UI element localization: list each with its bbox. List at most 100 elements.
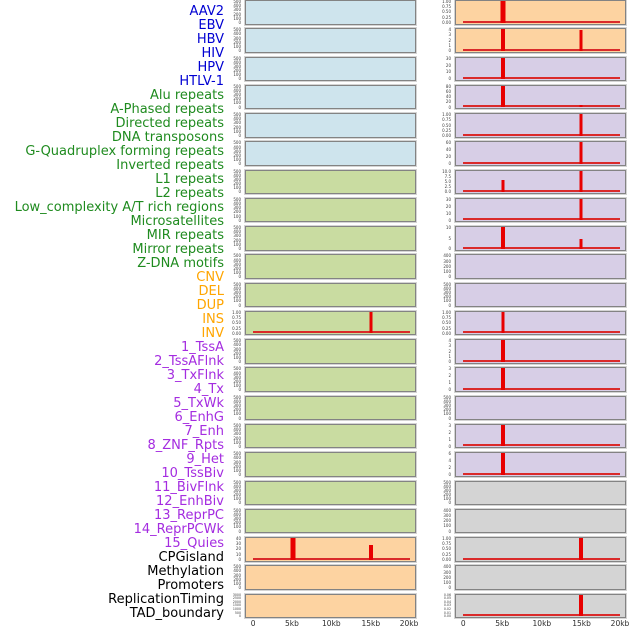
y-tick-label: 400 xyxy=(233,116,241,122)
y-tick-label: 500 xyxy=(233,27,241,33)
y-tick-label: 0 xyxy=(238,19,241,25)
signal-baseline xyxy=(462,77,620,80)
y-tick-label: 400 xyxy=(443,285,451,291)
y-tick-label: 300 xyxy=(443,258,451,264)
signal-baseline xyxy=(462,444,620,447)
y-tick-label: 0.50 xyxy=(442,122,451,128)
track-label: HBV xyxy=(196,32,224,47)
y-tick-label: 30 xyxy=(445,196,451,202)
track-label: CPGisland xyxy=(158,550,224,565)
signal-spike xyxy=(500,227,505,249)
track-panel xyxy=(245,395,416,421)
y-tick-label: 300 xyxy=(233,516,241,522)
signal-spike xyxy=(579,142,583,164)
track-label: 1_TssA xyxy=(181,340,224,355)
track-row: 10 5 0 xyxy=(435,226,626,254)
track-label: 13_ReprPC xyxy=(153,508,224,523)
y-tick-label: 300 xyxy=(233,35,241,41)
y-tick-label: 40 xyxy=(445,147,451,153)
y-tick-label: 500 xyxy=(233,451,241,457)
y-tick-label: 100 xyxy=(233,496,241,502)
signal-spike xyxy=(579,114,583,136)
y-tick-label: 80 xyxy=(445,83,451,89)
signal-spike xyxy=(369,311,373,334)
y-tick-label: 400 xyxy=(443,398,451,404)
y-axis-ticks: 500 400 300 200 100 0 xyxy=(225,85,243,110)
y-tick-label: 200 xyxy=(233,124,241,130)
y-tick-label: 5 xyxy=(448,235,451,241)
y-tick-label: 100 xyxy=(233,100,241,106)
y-tick-label: 10 xyxy=(445,210,451,216)
track-row: 1.00 0.75 0.50 0.25 0.00 xyxy=(435,113,626,141)
track-panel xyxy=(455,310,626,336)
y-tick-label: 300 xyxy=(233,346,241,352)
y-tick-label: 3000 xyxy=(232,592,241,597)
signal-baseline xyxy=(462,246,620,249)
track-panel xyxy=(455,452,626,477)
track-label: 9_Het xyxy=(186,452,224,467)
y-tick-label: 0 xyxy=(448,104,451,110)
signal-baseline xyxy=(462,190,620,193)
y-tick-label: 0.50 xyxy=(442,320,451,326)
y-axis-ticks: 500 400 300 200 100 0 xyxy=(435,281,453,308)
y-tick-label: 0 xyxy=(448,472,451,478)
signal-spike xyxy=(500,340,505,362)
y-tick-label: 300 xyxy=(233,176,241,182)
y-tick-label: 500 xyxy=(233,0,241,4)
signal-baseline xyxy=(462,218,620,221)
y-tick-label: 500 xyxy=(443,479,451,485)
track-panel xyxy=(455,339,626,364)
track-row: 500 400 300 200 100 0 xyxy=(225,0,416,28)
y-tick-label: 100 xyxy=(443,579,451,585)
signal-baseline xyxy=(462,359,620,362)
signal-spike xyxy=(500,29,505,51)
track-label: 3_TxFlnk xyxy=(166,368,224,383)
y-axis-ticks: 500 400 300 200 100 0 xyxy=(225,28,243,53)
y-tick-label: 100 xyxy=(233,185,241,191)
y-tick-label: 0.25 xyxy=(442,127,451,133)
y-tick-label: 1 xyxy=(448,353,451,359)
signal-spike xyxy=(579,239,583,249)
y-tick-label: 300 xyxy=(233,403,241,409)
track-panel xyxy=(245,367,416,392)
y-tick-label: 100 xyxy=(233,270,241,276)
y-tick-label: 7.5 xyxy=(444,173,451,179)
track-row: 500 400 300 200 100 0 xyxy=(225,508,416,537)
y-tick-label: 500 xyxy=(443,281,451,287)
y-tick-label: 400 xyxy=(233,31,241,37)
track-row: 40 30 20 10 0 xyxy=(225,537,416,565)
y-tick-label: 0 xyxy=(448,415,451,421)
y-tick-label: 0.03 xyxy=(443,603,451,608)
track-label: EBV xyxy=(198,18,224,33)
y-tick-label: 40 xyxy=(235,536,241,542)
track-row: 500 400 300 200 100 0 xyxy=(435,395,626,424)
y-axis-ticks: 400 300 200 100 0 xyxy=(435,565,453,590)
y-tick-label: 100 xyxy=(443,411,451,417)
y-tick-label: 200 xyxy=(443,574,451,580)
y-tick-label: 0 xyxy=(238,189,241,195)
track-panel xyxy=(245,565,416,590)
track-label: CNV xyxy=(196,270,224,285)
y-tick-label: 0.06 xyxy=(443,592,451,597)
track-row: 500 400 300 200 100 0 xyxy=(225,28,416,56)
y-axis-ticks: 500 400 300 200 100 0 xyxy=(225,141,243,166)
track-row: 500 400 300 200 100 0 xyxy=(225,339,416,367)
y-axis-ticks: 1.00 0.75 0.50 0.25 0.00 xyxy=(435,537,453,562)
track-label: 6_EnhG xyxy=(174,410,224,425)
y-tick-label: 400 xyxy=(233,370,241,376)
y-tick-label: 0 xyxy=(238,302,241,308)
y-tick-label: 400 xyxy=(233,455,241,461)
y-tick-label: 0.50 xyxy=(442,9,451,15)
track-row: 400 300 200 100 0 xyxy=(435,254,626,282)
track-panel xyxy=(245,254,416,279)
y-axis-ticks: 0.06 0.05 0.04 0.03 0.02 0.01 0.00 xyxy=(435,592,453,619)
y-tick-label: 500 xyxy=(233,225,241,231)
y-axis-ticks: 10 5 0 xyxy=(435,226,453,251)
y-tick-label: 200 xyxy=(233,265,241,271)
y-tick-label: 2000 xyxy=(232,599,241,604)
track-panel xyxy=(245,84,416,110)
y-tick-label: 6 xyxy=(448,451,451,457)
